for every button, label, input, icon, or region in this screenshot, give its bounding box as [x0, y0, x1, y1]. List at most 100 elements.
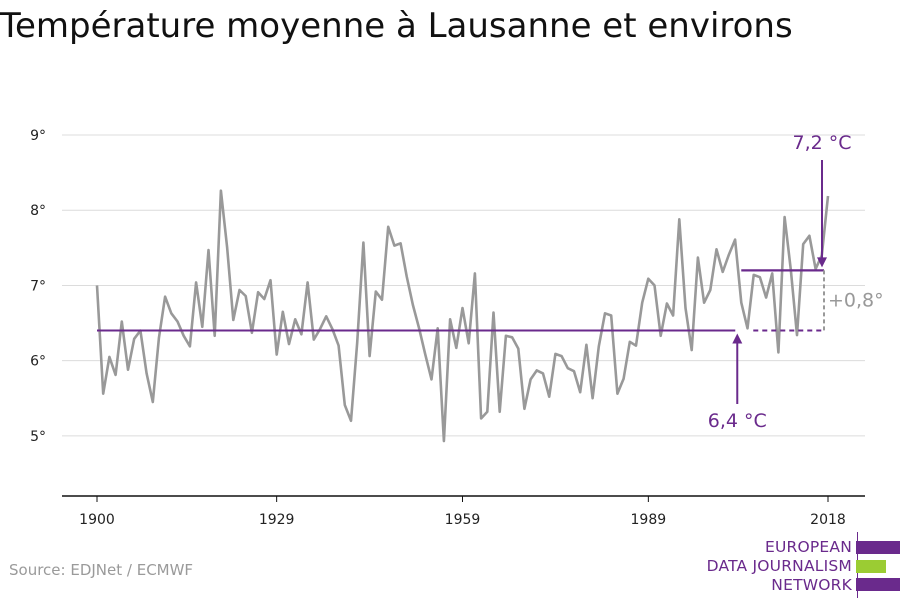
data-point	[392, 244, 396, 248]
y-tick-label: 6°	[30, 354, 46, 370]
data-point	[368, 354, 372, 358]
data-point	[411, 303, 415, 307]
data-point	[498, 410, 502, 414]
data-point	[380, 298, 384, 302]
data-point	[467, 341, 471, 345]
baseline-annotation-label: 6,4 °C	[708, 410, 767, 432]
data-point	[269, 278, 273, 282]
data-point	[628, 340, 632, 344]
data-point	[733, 238, 737, 242]
data-point	[634, 344, 638, 348]
data-point	[727, 253, 731, 257]
data-point	[312, 338, 316, 342]
data-point	[764, 296, 768, 300]
data-point	[262, 297, 266, 301]
data-point	[591, 396, 595, 400]
data-point	[405, 274, 409, 278]
baseline-arrowhead	[732, 333, 743, 344]
data-point	[442, 439, 446, 443]
data-point	[163, 295, 167, 299]
data-point	[572, 369, 576, 373]
data-point	[578, 390, 582, 394]
data-point	[553, 352, 557, 356]
data-point	[287, 342, 291, 346]
data-point	[293, 317, 297, 321]
data-point	[219, 189, 223, 193]
data-point	[107, 355, 111, 359]
y-tick-label: 5°	[30, 429, 46, 445]
data-point	[541, 371, 545, 375]
grid-layer	[62, 134, 865, 437]
data-point	[783, 215, 787, 219]
data-point	[299, 332, 303, 336]
data-point	[690, 348, 694, 352]
data-point	[231, 318, 235, 322]
data-point	[194, 280, 198, 284]
data-point	[640, 301, 644, 305]
logo-line-data-journalism: DATA JOURNALISM	[706, 557, 852, 575]
data-point	[504, 334, 508, 338]
data-point	[603, 311, 607, 315]
data-point	[361, 241, 365, 245]
data-point	[566, 366, 570, 370]
data-point	[584, 343, 588, 347]
data-point	[609, 314, 613, 318]
data-point	[684, 306, 688, 310]
data-point	[615, 392, 619, 396]
data-point	[708, 288, 712, 292]
chart-title: Température moyenne à Lausanne et enviro…	[0, 6, 793, 46]
data-point	[114, 373, 118, 377]
data-point	[801, 242, 805, 246]
data-point	[151, 400, 155, 404]
data-point	[200, 325, 204, 329]
data-point	[622, 377, 626, 381]
data-point	[461, 306, 465, 310]
data-point	[752, 273, 756, 277]
data-point	[646, 277, 650, 281]
data-point	[213, 334, 217, 338]
data-point	[795, 333, 799, 337]
data-point	[386, 225, 390, 229]
logo-bar-middle	[856, 560, 886, 573]
edjnet-logo: EUROPEAN DATA JOURNALISM NETWORK	[700, 530, 900, 600]
data-point	[169, 311, 173, 315]
data-point	[665, 302, 669, 306]
data-point	[126, 368, 130, 372]
data-point	[807, 234, 811, 238]
data-point	[535, 368, 539, 372]
data-point	[306, 280, 310, 284]
axis-layer: 5° 6° 7° 8° 9° 1900 1929 1959 1989 2018	[30, 128, 865, 528]
data-point	[448, 317, 452, 321]
data-point	[132, 337, 136, 341]
data-point	[423, 353, 427, 357]
data-point	[238, 288, 242, 292]
y-tick-label: 9°	[30, 128, 46, 144]
data-point	[677, 217, 681, 221]
data-point	[324, 314, 328, 318]
data-point	[671, 314, 675, 318]
data-point	[256, 290, 260, 294]
series-layer	[95, 189, 830, 443]
data-point	[473, 271, 477, 275]
data-point	[479, 417, 483, 421]
data-point	[597, 344, 601, 348]
data-point	[758, 275, 762, 279]
data-point	[337, 344, 341, 348]
data-point	[430, 377, 434, 381]
data-point	[529, 377, 533, 381]
data-point	[454, 346, 458, 350]
recent-arrowhead	[817, 257, 827, 268]
data-point	[157, 336, 161, 340]
x-tick-label: 1900	[79, 512, 115, 528]
data-point	[721, 270, 725, 274]
data-point	[485, 410, 489, 414]
data-point	[349, 419, 353, 423]
data-point	[522, 407, 526, 411]
y-tick-label: 8°	[30, 203, 46, 219]
data-point	[355, 341, 359, 345]
data-point	[696, 256, 700, 260]
data-point	[145, 371, 149, 375]
data-point	[281, 310, 285, 314]
data-point	[659, 334, 663, 338]
data-point	[374, 290, 378, 294]
